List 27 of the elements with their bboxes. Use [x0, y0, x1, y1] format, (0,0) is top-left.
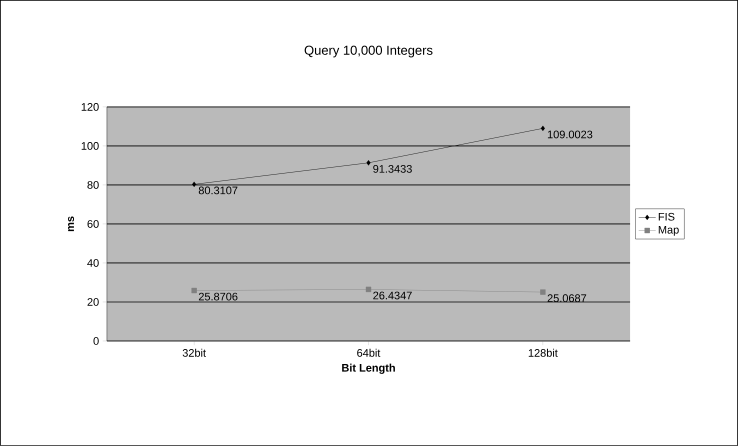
legend-label: Map	[658, 226, 679, 236]
data-label: 91.3433	[373, 165, 412, 173]
legend-label: FIS	[658, 212, 674, 221]
point	[192, 182, 196, 188]
point	[540, 289, 546, 295]
point	[191, 288, 197, 294]
chart-title: Query 10,000 Integers	[304, 46, 432, 58]
data-label: 80.3107	[198, 186, 238, 194]
y-tick-label: 100	[82, 142, 99, 150]
y-tick-label: 20	[88, 298, 99, 306]
y-tick-label: 60	[88, 220, 99, 228]
y-tick-label: 40	[87, 259, 99, 267]
point	[366, 160, 371, 166]
x-axis-title: Bit Length	[342, 364, 395, 374]
x-tick-label: 128bit	[528, 348, 558, 357]
point	[540, 126, 545, 132]
data-label: 25.8706	[198, 292, 238, 301]
x-tick-label: 64bit	[357, 348, 380, 357]
data-label: 26.4347	[373, 292, 412, 300]
y-tick-label: 80	[87, 181, 99, 189]
x-tick-label: 32bit	[182, 348, 206, 357]
y-tick-label: 120	[82, 103, 99, 111]
y-tick-label: 0	[93, 337, 99, 345]
point	[366, 286, 372, 292]
data-label: 109.0023	[548, 130, 592, 138]
data-label: 25.0687	[548, 294, 586, 302]
y-axis-title: ms	[68, 216, 74, 232]
